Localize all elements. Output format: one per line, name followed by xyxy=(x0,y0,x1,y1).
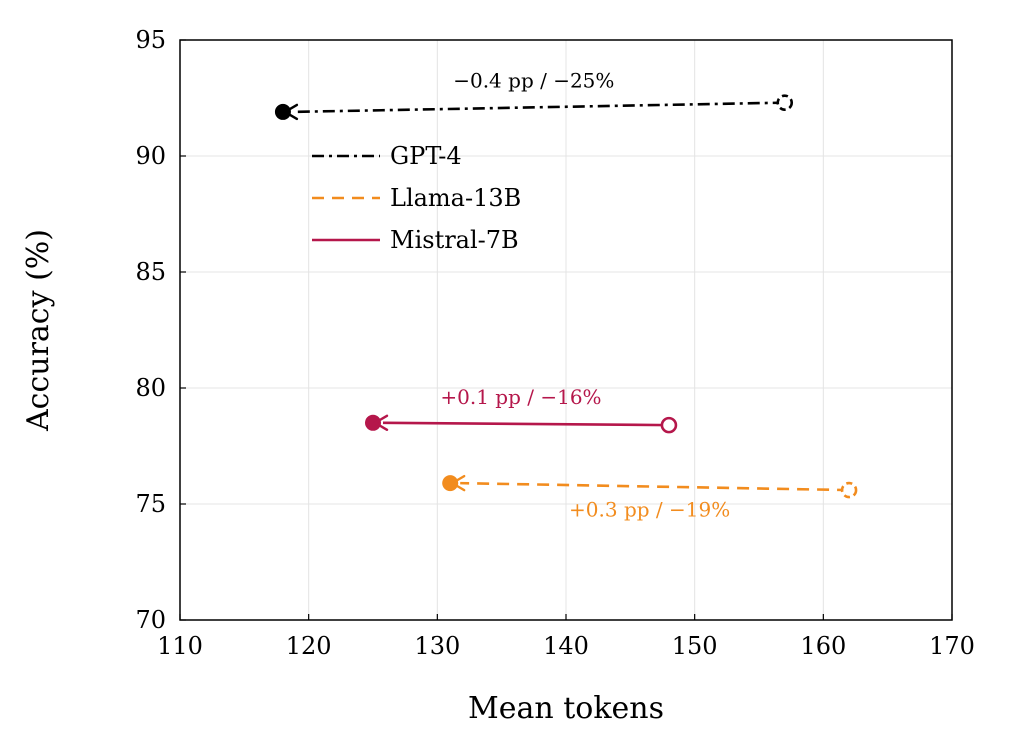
y-tick-label: 90 xyxy=(135,142,166,170)
end-point-marker xyxy=(274,103,291,120)
x-tick-label: 120 xyxy=(286,632,332,660)
y-tick-label: 75 xyxy=(135,490,166,518)
legend-entry: Mistral-7B xyxy=(312,226,519,254)
series-annotation: −0.4 pp / −25% xyxy=(453,68,614,92)
series-line xyxy=(382,421,669,427)
x-tick-label: 110 xyxy=(157,632,203,660)
grid-lines xyxy=(179,39,953,621)
legend-entry: GPT-4 xyxy=(312,142,462,170)
legend-label: Mistral-7B xyxy=(390,226,519,254)
x-tick-label: 160 xyxy=(800,632,846,660)
x-tick-label: 150 xyxy=(672,632,718,660)
arrowhead-icon xyxy=(283,103,299,121)
series-mistral-7b: +0.1 pp / −16% xyxy=(365,385,678,434)
x-tick-label: 140 xyxy=(543,632,589,660)
legend-label: Llama-13B xyxy=(390,184,521,212)
x-tick-label: 130 xyxy=(414,632,460,660)
series-annotation: +0.3 pp / −19% xyxy=(569,498,730,522)
legend-label: GPT-4 xyxy=(390,142,462,170)
y-axis-title: Accuracy (%) xyxy=(21,229,56,432)
series-line xyxy=(292,101,785,114)
tick-labels: 110 120 130 140 150 160 170 70 75 80 85 90 95 xyxy=(135,26,974,660)
y-tick-label: 70 xyxy=(135,606,166,634)
legend: GPT-4 Llama-13B Mistral-7B xyxy=(312,142,521,254)
y-tick-label: 85 xyxy=(135,258,166,286)
y-tick-label: 80 xyxy=(135,374,166,402)
end-point-marker xyxy=(365,414,381,431)
x-tick-label: 170 xyxy=(929,632,975,660)
arrowhead-icon xyxy=(451,474,466,492)
start-point-marker xyxy=(660,416,678,434)
end-point-marker xyxy=(442,475,459,492)
x-axis-title: Mean tokens xyxy=(468,691,664,726)
plot-frame xyxy=(179,39,953,621)
series-llama-13b: +0.3 pp / −19% xyxy=(442,474,858,522)
series-line xyxy=(460,481,850,492)
series-layer: −0.4 pp / −25% +0.3 pp / −19% +0.1 pp / −1… xyxy=(274,68,858,522)
start-point-marker xyxy=(840,481,858,499)
start-point-marker xyxy=(776,94,794,111)
series-annotation: +0.1 pp / −16% xyxy=(440,385,601,409)
series-gpt-4: −0.4 pp / −25% xyxy=(274,68,794,121)
y-tick-label: 95 xyxy=(135,26,166,54)
legend-entry: Llama-13B xyxy=(312,184,521,212)
arrowhead-icon xyxy=(373,414,389,431)
